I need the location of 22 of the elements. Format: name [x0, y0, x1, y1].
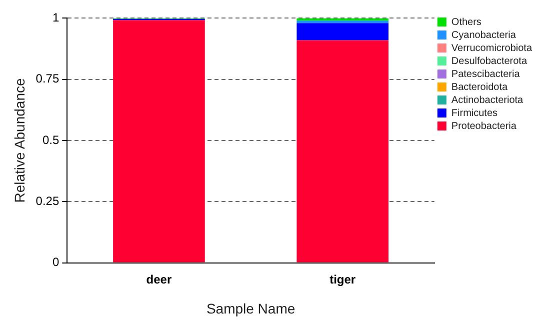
y-axis-title: Relative Abundance — [11, 78, 28, 203]
x-axis-title: Sample Name — [206, 300, 296, 316]
legend-label: Verrucomicrobiota — [451, 42, 532, 54]
y-tick-label: 0.25 — [36, 194, 60, 208]
legend-label: Cyanobacteria — [451, 30, 516, 41]
bar — [296, 23, 389, 40]
legend-label: Firmicutes — [451, 108, 498, 119]
x-tick-label: tiger — [330, 272, 356, 286]
x-tick-label: deer — [146, 272, 172, 286]
legend-label: Patescibacteria — [451, 68, 520, 80]
y-tick-label: 1 — [52, 10, 60, 25]
y-tick-label: 0 — [52, 255, 60, 270]
legend-label: Actinobacteriota — [451, 94, 524, 106]
y-tick-label: 0.5 — [42, 132, 60, 147]
legend-label: Desulfobacterota — [451, 56, 528, 67]
legend-label: Proteobacteria — [451, 120, 517, 132]
y-tick-label: 0.75 — [36, 72, 60, 86]
bar — [296, 20, 389, 24]
legend-label: Bacteroidota — [451, 82, 508, 93]
bar — [113, 20, 205, 262]
legend-label: Others — [451, 16, 482, 28]
bar — [296, 40, 389, 262]
